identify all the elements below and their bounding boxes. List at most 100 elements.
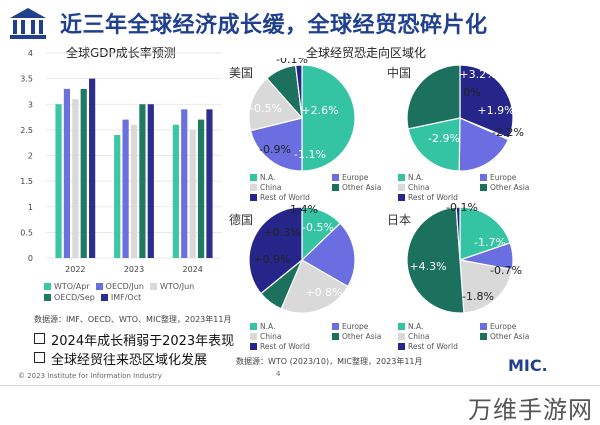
legend-swatch xyxy=(250,194,257,201)
pie-slice-other-asia xyxy=(406,206,465,314)
y-tick-label: 1.5 xyxy=(20,177,33,186)
legend-swatch xyxy=(480,184,487,191)
pie-legend-2: N.A. Europe China Other Asia Rest of World xyxy=(398,173,562,203)
legend-label: N.A. xyxy=(260,173,276,182)
legend-label: Other Asia xyxy=(342,183,382,192)
pie-value-label: -1.8% xyxy=(462,290,494,303)
pie-china: +3.2% 0% +1.9% -2.2% -2.9% xyxy=(406,64,524,172)
pie-slice-europe xyxy=(458,117,510,172)
pie-slice-europe xyxy=(301,222,356,288)
pie-legend-item: Other Asia xyxy=(332,183,414,192)
y-tick-label: 0 xyxy=(28,254,33,263)
pie-value-label: -1.1% xyxy=(294,148,326,161)
legend-label: China xyxy=(408,332,430,341)
pie-legend-item: Europe xyxy=(332,173,414,182)
pie-value-label: +1.9% xyxy=(477,104,514,117)
copyright: © 2023 Institute for Information Industr… xyxy=(18,372,162,380)
pie-value-label: +4.3% xyxy=(409,260,446,273)
pie-slice-rest-of-world xyxy=(294,64,303,119)
gdp-bar-chart: 0 0.5 1 1.5 2 2.5 3 3.5 4 2022 2023 2024 xyxy=(20,50,222,274)
bar-legend: WTO/Apr OECD/Jun WTO/Jun OECD/Sep IMF/Oct xyxy=(44,282,224,304)
pie-legend-item: Other Asia xyxy=(480,183,562,192)
pie-value-label: -2.2% xyxy=(492,126,524,139)
legend-label: Other Asia xyxy=(342,332,382,341)
legend-label: Europe xyxy=(342,322,369,331)
x-tick-label: 2023 xyxy=(124,265,144,274)
pie-slice-other-asia xyxy=(406,64,461,130)
legend-swatch xyxy=(250,174,257,181)
checkbox-icon xyxy=(34,352,45,363)
legend-label: OECD/Sep xyxy=(54,293,95,302)
legend-item: OECD/Jun xyxy=(95,282,144,291)
bar-oecd-sep-2024 xyxy=(197,119,205,258)
legend-swatch xyxy=(100,294,108,301)
x-tick-label: 2024 xyxy=(182,265,202,274)
legend-item: WTO/Jun xyxy=(149,282,194,291)
legend-swatch xyxy=(95,283,103,290)
bar-wto-apr-2024 xyxy=(172,124,179,258)
page-number: 4 xyxy=(276,370,281,378)
legend-swatch xyxy=(250,343,257,350)
legend-swatch xyxy=(332,174,339,181)
pie-value-label: +0.8% xyxy=(305,286,342,299)
legend-label: Europe xyxy=(342,173,369,182)
y-tick-label: 0.5 xyxy=(20,228,33,237)
pie-value-label: -0.7% xyxy=(490,264,522,277)
bullet-2-text: 全球经贸往来恐区域化发展 xyxy=(51,353,208,368)
pie-value-label: -1.4% xyxy=(286,203,318,216)
legend-label: China xyxy=(408,183,430,192)
mic-logo: MIC. xyxy=(508,356,548,375)
pie-legend-4: N.A. Europe China Other Asia Rest of World xyxy=(398,322,562,352)
pie-slice-china xyxy=(280,259,349,314)
legend-label: IMF/Oct xyxy=(110,293,142,302)
legend-label: Europe xyxy=(490,173,517,182)
bullet-2: 全球经贸往来恐区域化发展 xyxy=(34,349,207,368)
bar-oecd-jun-2022 xyxy=(63,88,71,258)
bar-oecd-sep-2022 xyxy=(80,88,87,258)
legend-swatch xyxy=(398,194,405,201)
y-tick-label: 2 xyxy=(28,152,33,161)
pie-slice-rest-of-world xyxy=(459,64,514,139)
legend-label: Other Asia xyxy=(490,332,530,341)
bar-wto-jun-2024 xyxy=(189,129,196,258)
legend-label: N.A. xyxy=(260,322,276,331)
pie-value-label: -0.9% xyxy=(259,143,291,156)
pie-slice-rest-of-world xyxy=(248,206,303,295)
y-tick-label: 2.5 xyxy=(20,126,33,135)
pie-value-label: +2.6% xyxy=(301,104,338,117)
pie-source: 数据源：WTO (2023/10)，MIC整理，2023年11月 xyxy=(236,357,423,366)
pie-slice-europe xyxy=(249,117,303,172)
pie-value-label: -0.1% xyxy=(446,201,478,214)
legend-swatch xyxy=(398,333,405,340)
legend-label: N.A. xyxy=(408,322,424,331)
legend-label: WTO/Apr xyxy=(54,282,90,291)
legend-label: Other Asia xyxy=(490,183,530,192)
pie-legend-item: Rest of World xyxy=(250,342,332,351)
pie-legend-item: Rest of World xyxy=(250,193,332,202)
page-title: 近三年全球经济成长缓，全球经贸恐碎片化 xyxy=(60,13,488,38)
pie-legend-item: Rest of World xyxy=(398,342,480,351)
legend-label: China xyxy=(260,332,282,341)
bullet-1-text: 2024年成长稍弱于2023年表现 xyxy=(51,334,235,349)
watermark: 万维手游网 xyxy=(468,396,593,424)
checkbox-icon xyxy=(34,333,45,344)
pie-legend-item: Rest of World xyxy=(398,193,480,202)
bar-wto-apr-2022 xyxy=(55,104,62,258)
pie-legend-item: N.A. xyxy=(398,322,480,331)
pie-value-label: -0.5% xyxy=(250,102,282,115)
legend-swatch xyxy=(332,184,339,191)
pie-legend-3: N.A. Europe China Other Asia Rest of World xyxy=(250,322,414,352)
pie-slice-rest-of-world xyxy=(455,206,461,261)
pie-value-label: 0% xyxy=(463,86,480,99)
legend-item: IMF/Oct xyxy=(100,293,142,302)
legend-swatch xyxy=(149,283,157,290)
pie-legend-item: China xyxy=(398,183,480,192)
pie-japan: -1.7% -0.7% -1.8% +4.3% -0.1% xyxy=(406,201,522,314)
region-label-us: 美国 xyxy=(229,66,254,80)
region-label-china: 中国 xyxy=(387,66,412,80)
pie-us: +2.6% -1.1%-0.9% -0.5% -0.1% xyxy=(248,58,356,172)
region-label-germany: 德国 xyxy=(229,213,254,227)
pie-value-label: -0.5% xyxy=(302,221,334,234)
pie-legend-item: Europe xyxy=(332,322,414,331)
pie-legend-1: N.A. Europe China Other Asia Rest of World xyxy=(250,173,414,203)
